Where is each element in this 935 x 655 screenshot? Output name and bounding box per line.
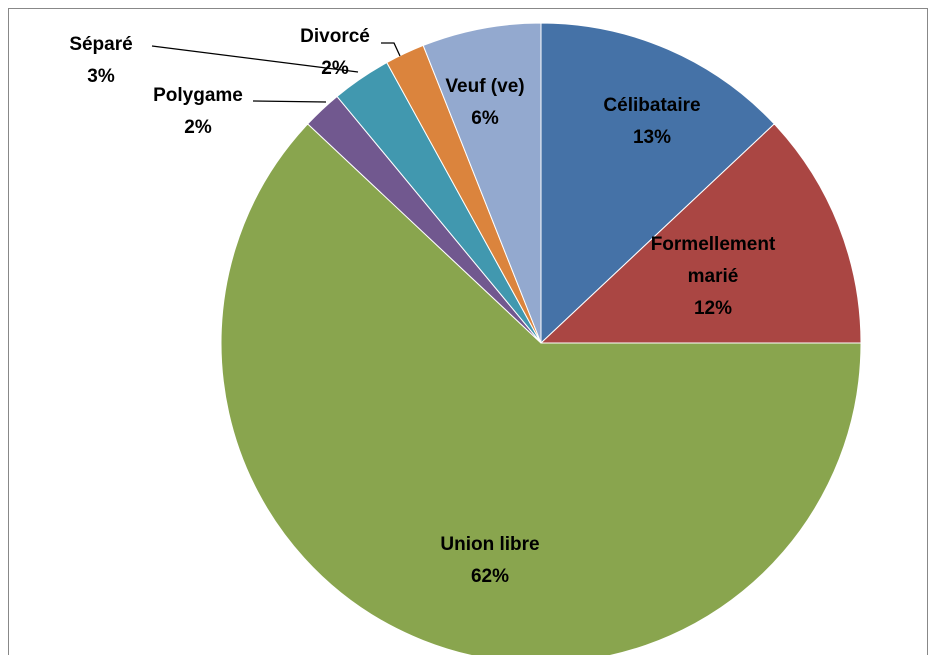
- category-label: Formellement marié: [650, 234, 776, 287]
- value-label: 13%: [632, 127, 672, 148]
- slice-label: Formellement marié 12%: [623, 229, 803, 325]
- leader-line: [381, 42, 401, 57]
- value-label: 2%: [184, 117, 212, 138]
- slice-label: Divorcé 2%: [285, 21, 385, 85]
- value-label: 12%: [693, 298, 733, 319]
- category-label: Divorcé: [300, 26, 370, 47]
- leader-line: [151, 45, 359, 73]
- slice-label: Séparé 3%: [51, 29, 151, 93]
- pie-slice: [540, 22, 775, 345]
- slice-label: Célibataire 13%: [572, 90, 732, 154]
- value-label: 62%: [470, 566, 510, 587]
- category-label: Polygame: [153, 85, 243, 106]
- chart-frame: [8, 8, 928, 655]
- slice-label: Polygame 2%: [133, 80, 263, 144]
- category-label: Union libre: [440, 534, 540, 555]
- pie-slice: [539, 123, 862, 344]
- category-label: Célibataire: [603, 95, 701, 116]
- slice-label: Veuf (ve) 6%: [430, 71, 540, 135]
- pie-slice: [220, 123, 862, 655]
- value-label: 3%: [87, 66, 115, 87]
- value-label: 2%: [321, 58, 349, 79]
- category-label: Séparé: [69, 34, 133, 55]
- pie-slice: [422, 22, 542, 344]
- slice-label: Union libre 62%: [410, 529, 570, 593]
- leader-line: [252, 100, 327, 103]
- category-label: Veuf (ve): [445, 76, 525, 97]
- value-label: 6%: [471, 108, 499, 129]
